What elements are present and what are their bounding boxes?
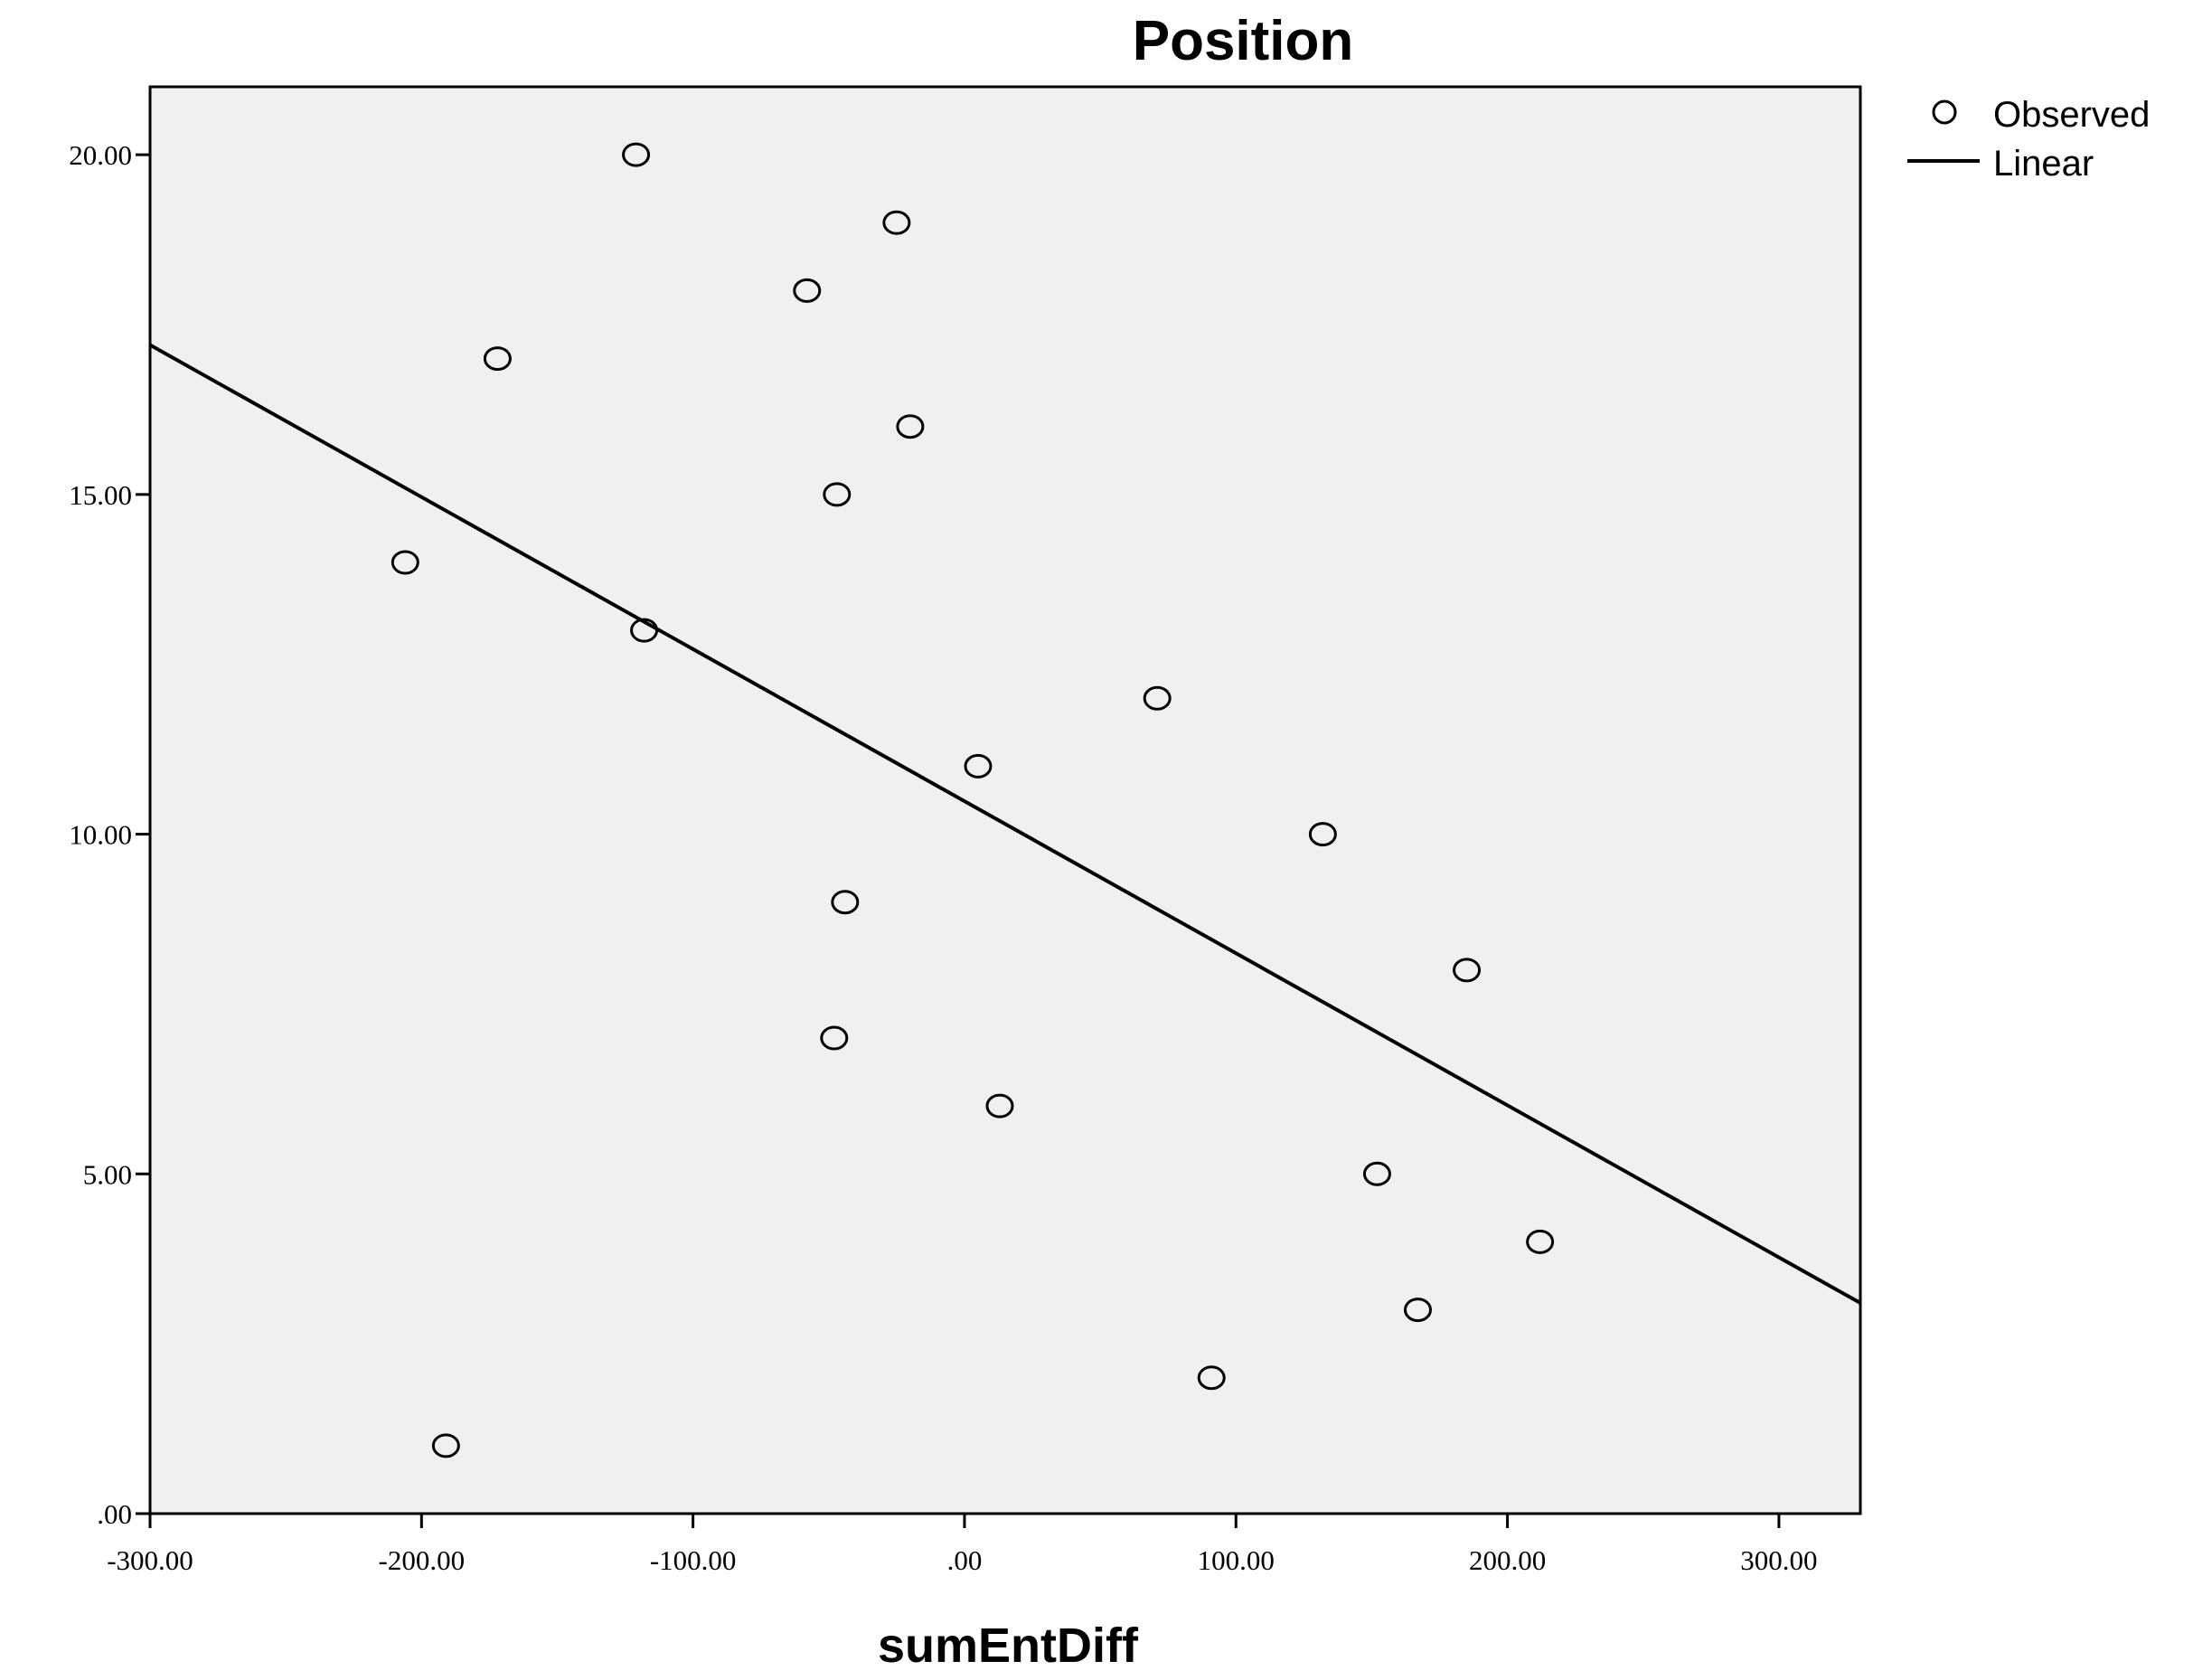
y-tick-label: 15.00	[69, 479, 132, 511]
observed-point	[831, 890, 860, 915]
points-layer	[391, 142, 1555, 1458]
observed-point	[1362, 1161, 1391, 1186]
x-tick-label: -100.00	[650, 1544, 737, 1576]
y-tick-label: 5.00	[83, 1158, 132, 1190]
legend-linear-label: Linear	[1993, 144, 2094, 184]
observed-point	[823, 482, 852, 507]
observed-point	[985, 1093, 1014, 1118]
observed-point	[391, 550, 419, 575]
fit-line-layer	[149, 343, 1861, 1305]
observed-point	[1526, 1229, 1555, 1254]
observed-point	[820, 1025, 849, 1051]
x-tick-label: -200.00	[379, 1544, 466, 1576]
observed-point	[1403, 1298, 1432, 1323]
observed-point	[896, 414, 925, 439]
observed-point	[1143, 685, 1172, 711]
observed-point	[1308, 822, 1337, 847]
x-tick-label: 300.00	[1740, 1544, 1817, 1576]
y-axis: .00 5.00 10.00 15.00 20.00	[69, 139, 150, 1530]
observed-point	[793, 278, 822, 303]
observed-point	[630, 618, 659, 643]
observed-point	[622, 142, 651, 167]
observed-point	[1453, 958, 1482, 983]
linear-fit-line	[149, 343, 1861, 1305]
x-tick-label: .00	[947, 1544, 983, 1576]
y-tick-label: 20.00	[69, 139, 132, 171]
chart-title: Position	[1133, 10, 1354, 72]
y-tick-label: 10.00	[69, 819, 132, 851]
legend-observed-marker	[1932, 99, 1957, 125]
y-tick-label: .00	[97, 1498, 132, 1530]
x-axis: -300.00 -200.00 -100.00 .00 100.00 200.00 300.…	[107, 1514, 1818, 1576]
x-tick-label: -300.00	[107, 1544, 193, 1576]
legend: Observed Linear	[1907, 95, 2150, 184]
observed-point	[964, 753, 993, 779]
x-tick-label: 200.00	[1469, 1544, 1546, 1576]
observed-point	[483, 346, 512, 372]
observed-point	[1197, 1365, 1226, 1391]
legend-observed-label: Observed	[1993, 95, 2150, 135]
plot-area	[148, 85, 1862, 1515]
observed-point	[882, 210, 911, 235]
x-axis-label: sumEntDiff	[878, 1619, 1139, 1673]
observed-point	[431, 1433, 460, 1458]
x-tick-label: 100.00	[1198, 1544, 1275, 1576]
